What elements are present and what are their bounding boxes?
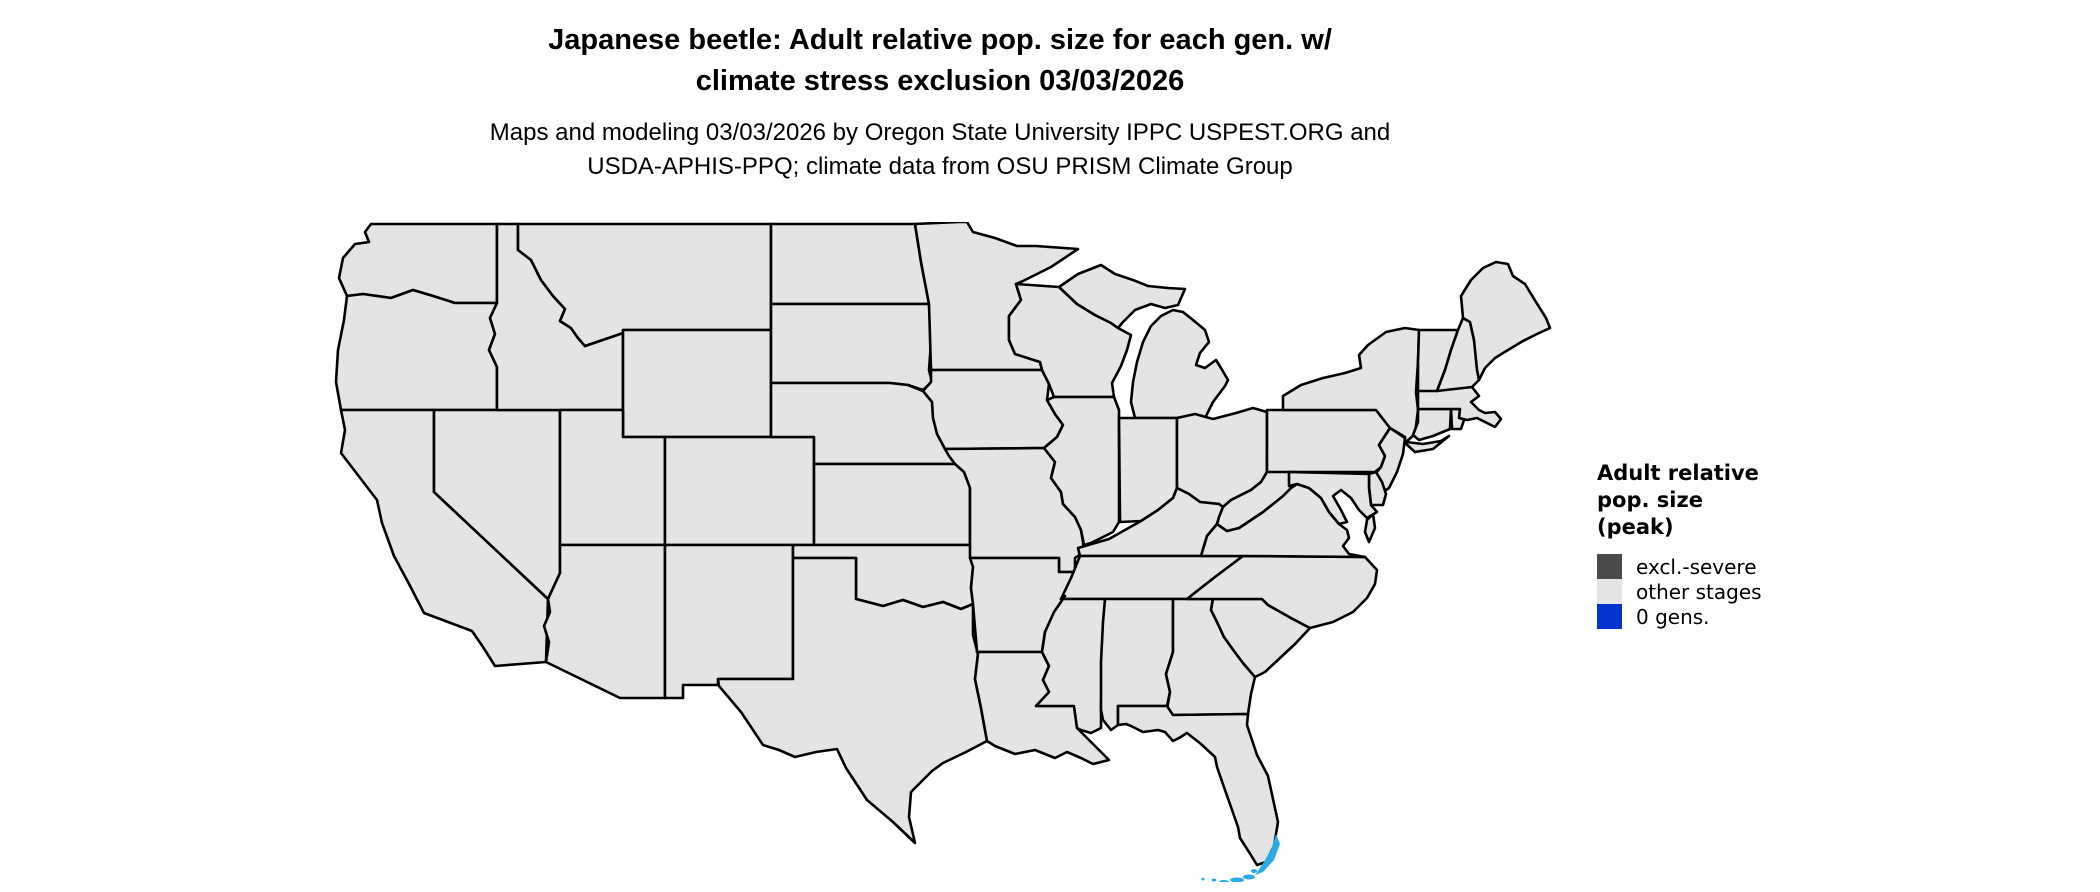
us-states-map xyxy=(334,222,1552,882)
state-wyoming xyxy=(621,328,773,439)
state-pennsylvania xyxy=(1265,408,1392,474)
legend-swatch-other-stages xyxy=(1597,579,1622,604)
legend-title: Adult relative pop. size (peak) xyxy=(1597,460,1837,541)
legend-label-excl-severe: excl.-severe xyxy=(1636,554,1757,579)
state-new-mexico xyxy=(663,543,795,700)
highlight-southeast-florida-coast xyxy=(1255,834,1280,875)
state-michigan-upper-peninsula xyxy=(1057,263,1187,330)
state-maine xyxy=(1459,260,1552,382)
title-line-1: Japanese beetle: Adult relative pop. siz… xyxy=(548,24,1332,56)
legend-title-line-1: Adult relative xyxy=(1597,461,1759,485)
state-massachusetts xyxy=(1416,385,1503,429)
title-line-2: climate stress exclusion 03/03/2026 xyxy=(695,65,1185,97)
states-fill-group xyxy=(334,222,1552,867)
legend-swatch-zero-gens xyxy=(1597,604,1622,629)
legend-label-other-stages: other stages xyxy=(1636,579,1762,604)
state-south-dakota xyxy=(769,302,934,392)
legend-item-other-stages: other stages xyxy=(1597,579,1837,604)
zero-gens-highlight-florida-keys xyxy=(1201,834,1280,882)
legend-label-zero-gens: 0 gens. xyxy=(1636,604,1710,629)
state-florida xyxy=(1116,704,1280,867)
state-connecticut xyxy=(1411,407,1453,442)
legend-title-line-2: pop. size xyxy=(1597,488,1703,512)
subtitle-line-2: USDA-APHIS-PPQ; climate data from OSU PR… xyxy=(587,153,1293,180)
state-arizona xyxy=(542,543,667,700)
highlight-key-dot xyxy=(1230,877,1244,882)
state-north-dakota xyxy=(769,222,931,306)
page-subtitle: Maps and modeling 03/03/2026 by Oregon S… xyxy=(140,116,1740,184)
legend-items: excl.-severe other stages 0 gens. xyxy=(1597,554,1837,629)
highlight-key-dot xyxy=(1251,869,1257,873)
state-kansas xyxy=(812,462,972,547)
highlight-key-dot xyxy=(1201,877,1205,881)
state-outlines-layer xyxy=(334,222,1552,867)
legend-item-zero-gens: 0 gens. xyxy=(1597,604,1837,629)
state-colorado xyxy=(663,435,816,547)
state-north-carolina xyxy=(1185,554,1379,630)
subtitle-line-1: Maps and modeling 03/03/2026 by Oregon S… xyxy=(489,119,1391,146)
state-illinois xyxy=(1042,395,1121,547)
page-title: Japanese beetle: Adult relative pop. siz… xyxy=(140,20,1740,102)
legend: Adult relative pop. size (peak) excl.-se… xyxy=(1597,460,1837,629)
state-michigan-lower-peninsula xyxy=(1129,308,1230,420)
state-maryland xyxy=(1287,470,1379,526)
state-mississippi xyxy=(1034,594,1107,735)
legend-swatch-excl-severe xyxy=(1597,554,1622,579)
highlight-key-dot xyxy=(1243,874,1255,880)
highlight-key-dot xyxy=(1219,880,1229,882)
state-texas xyxy=(716,556,989,845)
highlight-key-dot xyxy=(1211,878,1217,882)
legend-title-line-3: (peak) xyxy=(1597,515,1674,539)
legend-item-excl-severe: excl.-severe xyxy=(1597,554,1837,579)
state-iowa xyxy=(921,368,1065,451)
state-oregon xyxy=(334,288,499,412)
